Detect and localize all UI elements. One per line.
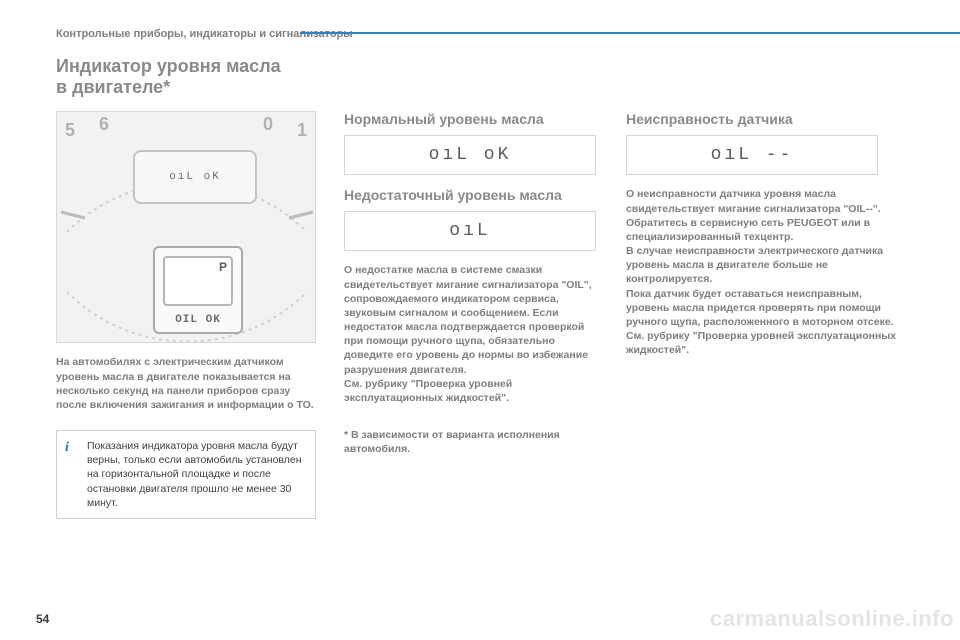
right-body: О неисправности датчика уровня масла сви… <box>626 187 904 357</box>
page-title: Индикатор уровня масла в двигателе* <box>56 56 904 97</box>
footnote: * В зависимости от варианта исполнения а… <box>344 429 598 456</box>
figure-caption: На автомобилях с электрическим датчиком … <box>56 355 316 412</box>
content-columns: 5 6 0 1 oıL oK <box>56 111 904 519</box>
mid-body: О недостатке масла в системе смазки свид… <box>344 263 598 405</box>
instrument-box: P OIL OK <box>153 246 243 334</box>
lcd-low-text: oıL <box>449 221 490 241</box>
info-text: Показания индикатора уровня масла будут … <box>87 440 302 509</box>
page-number: 54 <box>36 612 49 626</box>
section-header: Контрольные приборы, индикаторы и сигнал… <box>56 28 904 40</box>
title-line-1: Индикатор уровня масла <box>56 56 281 76</box>
mid-heading-1: Нормальный уровень масла <box>344 111 598 127</box>
lcd-normal: oıL oK <box>344 135 596 175</box>
lcd-top-text: oıL oK <box>169 171 221 183</box>
mid-heading-2: Недостаточный уровень масла <box>344 187 598 203</box>
header-rule <box>300 32 960 34</box>
column-left: 5 6 0 1 oıL oK <box>56 111 316 519</box>
lcd-top-display: oıL oK <box>133 150 257 204</box>
dashboard-figure: 5 6 0 1 oıL oK <box>56 111 316 343</box>
right-heading-1: Неисправность датчика <box>626 111 904 127</box>
title-line-2: в двигателе* <box>56 77 170 97</box>
column-middle: Нормальный уровень масла oıL oK Недостат… <box>344 111 598 519</box>
instrument-p: P <box>219 260 227 274</box>
watermark: carmanualsonline.info <box>710 606 954 632</box>
instrument-inner: P <box>163 256 233 306</box>
lcd-normal-text: oıL oK <box>429 145 512 165</box>
lcd-low: oıL <box>344 211 596 251</box>
instrument-text: OIL OK <box>155 314 241 326</box>
info-icon: i <box>65 439 79 453</box>
lcd-fault-text: oıL -- <box>711 145 794 165</box>
manual-page: Контрольные приборы, индикаторы и сигнал… <box>0 0 960 640</box>
gauge-background: 5 6 0 1 oıL oK <box>63 118 309 336</box>
column-right: Неисправность датчика oıL -- О неисправн… <box>626 111 904 519</box>
info-box: i Показания индикатора уровня масла буду… <box>56 430 316 519</box>
lcd-fault: oıL -- <box>626 135 878 175</box>
